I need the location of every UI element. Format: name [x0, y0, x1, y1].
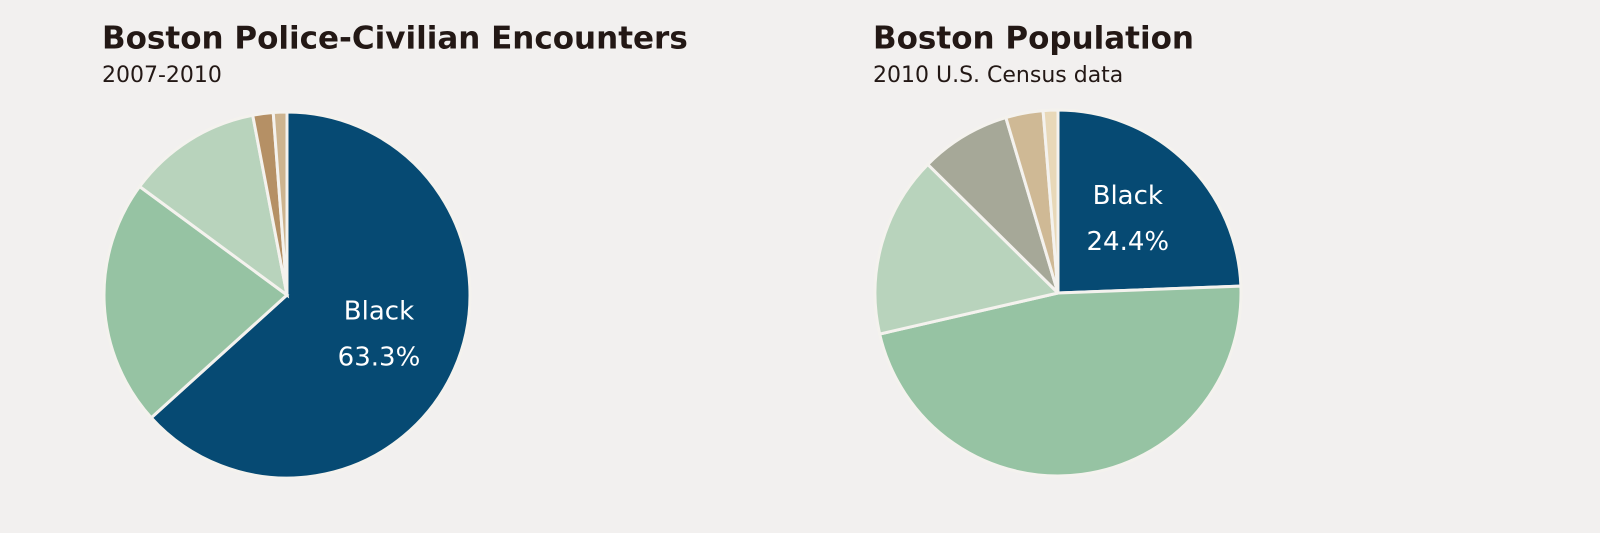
pie-slice	[271, 110, 289, 296]
slice-label: Black	[1093, 181, 1163, 211]
pie-slice	[137, 113, 290, 299]
pie-slice	[149, 110, 472, 480]
pie-slice	[925, 115, 1060, 295]
pie-slice	[1056, 108, 1243, 295]
pie-slice	[877, 284, 1243, 478]
slice-label: Black	[344, 296, 414, 326]
chart-subtitle: 2007-2010	[102, 63, 222, 88]
pie-slice	[102, 184, 290, 420]
chart-title: Boston Police-Civilian Encounters	[102, 21, 688, 57]
pie-slice	[873, 162, 1061, 336]
pie-slice	[1041, 108, 1060, 294]
chart-title: Boston Population	[873, 21, 1194, 57]
slice-value-label: 24.4%	[1087, 227, 1170, 257]
chart-subtitle: 2010 U.S. Census data	[873, 63, 1123, 88]
slice-value-label: 63.3%	[338, 342, 421, 372]
